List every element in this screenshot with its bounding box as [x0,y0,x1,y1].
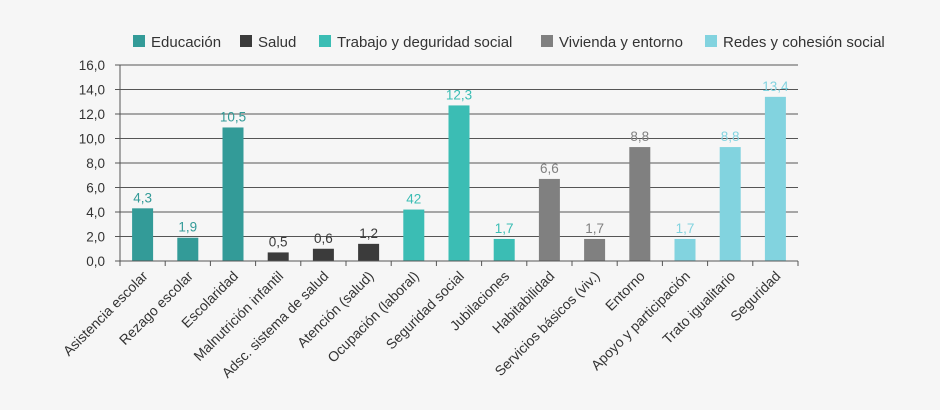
y-axis: 0,0 2,0 4,0 6,0 8,0 10,0 12,0 14,0 16,0 [79,58,799,269]
bar-value-label: 1,9 [178,220,197,235]
legend-swatch [133,35,145,47]
bar [267,252,289,261]
y-tick-label: 4,0 [86,205,105,220]
bar-value-label: 1,2 [359,226,378,241]
bar [448,105,470,261]
x-category-label: Atención (salud) [294,268,377,351]
legend-swatch [319,35,331,47]
bar [177,237,199,261]
bar [222,127,244,261]
legend-label: Salud [258,34,296,51]
bar [132,208,154,261]
bar-value-label: 42 [406,192,421,207]
bar-value-label: 0,5 [269,234,288,249]
bar [719,147,741,261]
bar [764,96,786,261]
bar-value-label: 1,7 [676,221,695,236]
bar-value-label: 12,3 [446,87,472,102]
legend-label: Vivienda y entorno [559,34,683,51]
y-tick-label: 6,0 [86,181,105,196]
bar-value-label: 1,7 [585,221,604,236]
y-tick-label: 10,0 [79,132,105,147]
bar-value-label: 8,8 [630,129,649,144]
y-tick-label: 8,0 [86,156,105,171]
legend-item: Educación [133,34,221,51]
legend-label: Trabajo y deguridad social [337,34,512,51]
bar-value-label: 13,4 [762,79,789,94]
x-category-label: Entorno [602,268,648,314]
legend-item: Trabajo y deguridad social [319,34,512,51]
bar [312,248,334,261]
y-tick-label: 0,0 [86,254,105,269]
x-category-label: Seguridad [727,268,783,324]
legend-item: Redes y cohesión social [705,34,885,51]
bar [493,238,515,261]
legend-item: Vivienda y entorno [541,34,683,51]
legend-swatch [705,35,717,47]
y-tick-label: 12,0 [79,107,105,122]
bar-value-label: 0,6 [314,231,333,246]
bar-value-label: 6,6 [540,161,559,176]
bar [358,243,380,261]
bar-value-label: 1,7 [495,221,514,236]
bar [674,238,696,261]
legend-swatch [541,35,553,47]
legend-swatch [240,35,252,47]
legend: Educación Salud Trabajo y deguridad social… [133,34,885,51]
x-category-label: Seguridad social [383,268,468,353]
legend-label: Educación [151,34,221,51]
x-category-label: Asistencia escolar [60,268,151,359]
y-tick-label: 2,0 [86,230,105,245]
bar-value-label: 4,3 [133,190,152,205]
bar [403,209,425,261]
legend-label: Redes y cohesión social [723,34,885,51]
bar [584,238,606,261]
bar [538,178,560,261]
bar-value-label: 8,8 [721,129,740,144]
legend-item: Salud [240,34,296,51]
y-tick-label: 16,0 [79,58,105,73]
bar-value-label: 10,5 [220,109,246,124]
y-tick-label: 14,0 [79,83,105,98]
bar [629,147,651,261]
value-labels: 4,3 1,9 10,5 0,5 0,6 1,2 42 12,3 1,7 6,6 1,7 8,8 1,7… [133,79,789,250]
bars [132,96,786,261]
